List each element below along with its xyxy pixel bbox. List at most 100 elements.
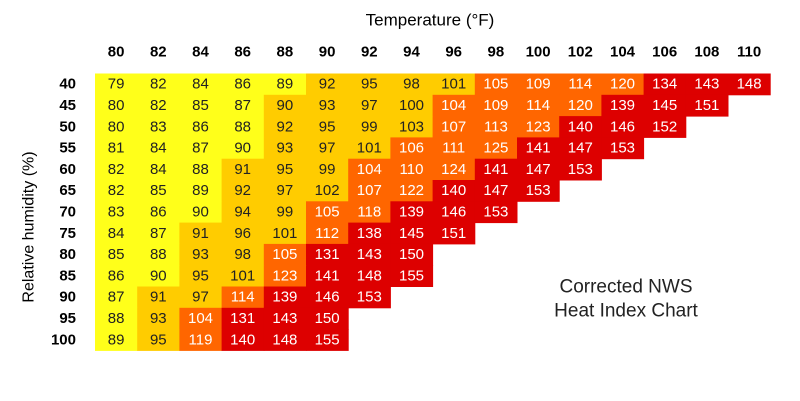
cell-value: 153 [483,203,508,220]
cell-value: 106 [399,140,424,157]
cell-value: 91 [150,289,167,306]
cell-background [348,73,391,96]
cell-value: 109 [526,76,551,93]
cell-background [517,137,560,160]
cell-background [685,73,729,96]
cell-background [137,137,180,160]
cell-value: 80 [108,97,125,114]
cell-value: 105 [272,246,297,263]
row-header: 40 [59,76,76,93]
cell-value: 125 [483,140,508,157]
cell-value: 123 [272,267,297,284]
cell-value: 82 [150,97,167,114]
cell-background [221,201,265,224]
cell-value: 95 [192,267,209,284]
cell-value: 99 [319,161,336,178]
cell-background [221,180,265,202]
cell-value: 86 [234,76,251,93]
cell-background [348,222,391,245]
cell-background [306,307,349,330]
cell-value: 88 [150,246,167,263]
cell-background [137,265,180,287]
row-header: 95 [59,310,76,327]
cell-value: 84 [108,225,125,242]
row-header: 90 [59,289,76,306]
cell-value: 113 [484,118,508,135]
cell-background [221,116,265,138]
cell-background [221,73,265,96]
row-header: 45 [59,97,76,114]
column-header: 88 [277,44,294,61]
cell-value: 141 [315,267,340,284]
cell-background [137,307,180,330]
cell-value: 155 [315,331,340,348]
cell-background [432,73,476,96]
column-header: 86 [234,44,251,61]
cell-background [137,286,180,309]
column-header: 100 [526,44,551,61]
cell-value: 84 [192,76,209,93]
column-header: 94 [403,44,420,61]
cell-background [306,286,349,309]
cell-background [137,73,180,96]
cell-value: 92 [277,118,294,135]
cell-value: 143 [272,310,297,327]
cell-value: 134 [652,76,677,93]
cell-value: 87 [150,225,167,242]
cell-background [474,116,518,138]
cell-background [179,265,223,287]
cell-value: 87 [192,140,209,157]
cell-value: 82 [150,76,167,93]
cell-background [95,286,138,309]
cell-background [432,116,476,138]
cell-value: 86 [192,118,209,135]
cell-value: 122 [399,182,424,199]
cell-background [348,94,391,117]
cell-value: 131 [230,310,255,327]
cell-background [517,116,560,138]
cell-background [95,243,138,266]
cell-value: 131 [315,246,340,263]
cell-background [306,116,349,138]
cell-background [137,158,180,181]
cell-value: 114 [568,76,592,93]
cell-background [179,329,223,351]
cell-background [390,180,434,202]
cell-background [95,307,138,330]
cell-value: 92 [319,76,336,93]
cell-background [179,73,223,96]
cell-background [474,158,518,181]
cell-background [263,73,307,96]
cell-background [221,137,265,160]
row-header: 60 [59,161,76,178]
cell-value: 99 [361,118,378,135]
cell-value: 123 [526,118,551,135]
cell-value: 80 [108,118,125,135]
cell-background [179,94,223,117]
cell-background [263,158,307,181]
cell-background [306,158,349,181]
cell-background [390,158,434,181]
cell-background [474,180,518,202]
cell-value: 87 [234,97,251,114]
column-header: 92 [361,44,378,61]
cell-background [348,201,391,224]
cell-background [263,116,307,138]
cell-value: 114 [231,289,255,306]
cell-value: 151 [441,225,466,242]
cell-background [432,180,476,202]
cell-value: 85 [192,97,209,114]
cell-value: 101 [272,225,297,242]
cell-value: 124 [441,161,466,178]
cell-value: 138 [357,225,382,242]
cell-background [137,180,180,202]
cell-value: 155 [399,267,424,284]
cell-value: 139 [610,97,635,114]
cell-value: 110 [400,161,424,178]
cell-background [263,222,307,245]
cell-value: 85 [150,182,167,199]
cell-value: 88 [234,118,251,135]
cell-background [390,222,434,245]
cell-background [390,265,434,287]
cell-value: 93 [192,246,209,263]
